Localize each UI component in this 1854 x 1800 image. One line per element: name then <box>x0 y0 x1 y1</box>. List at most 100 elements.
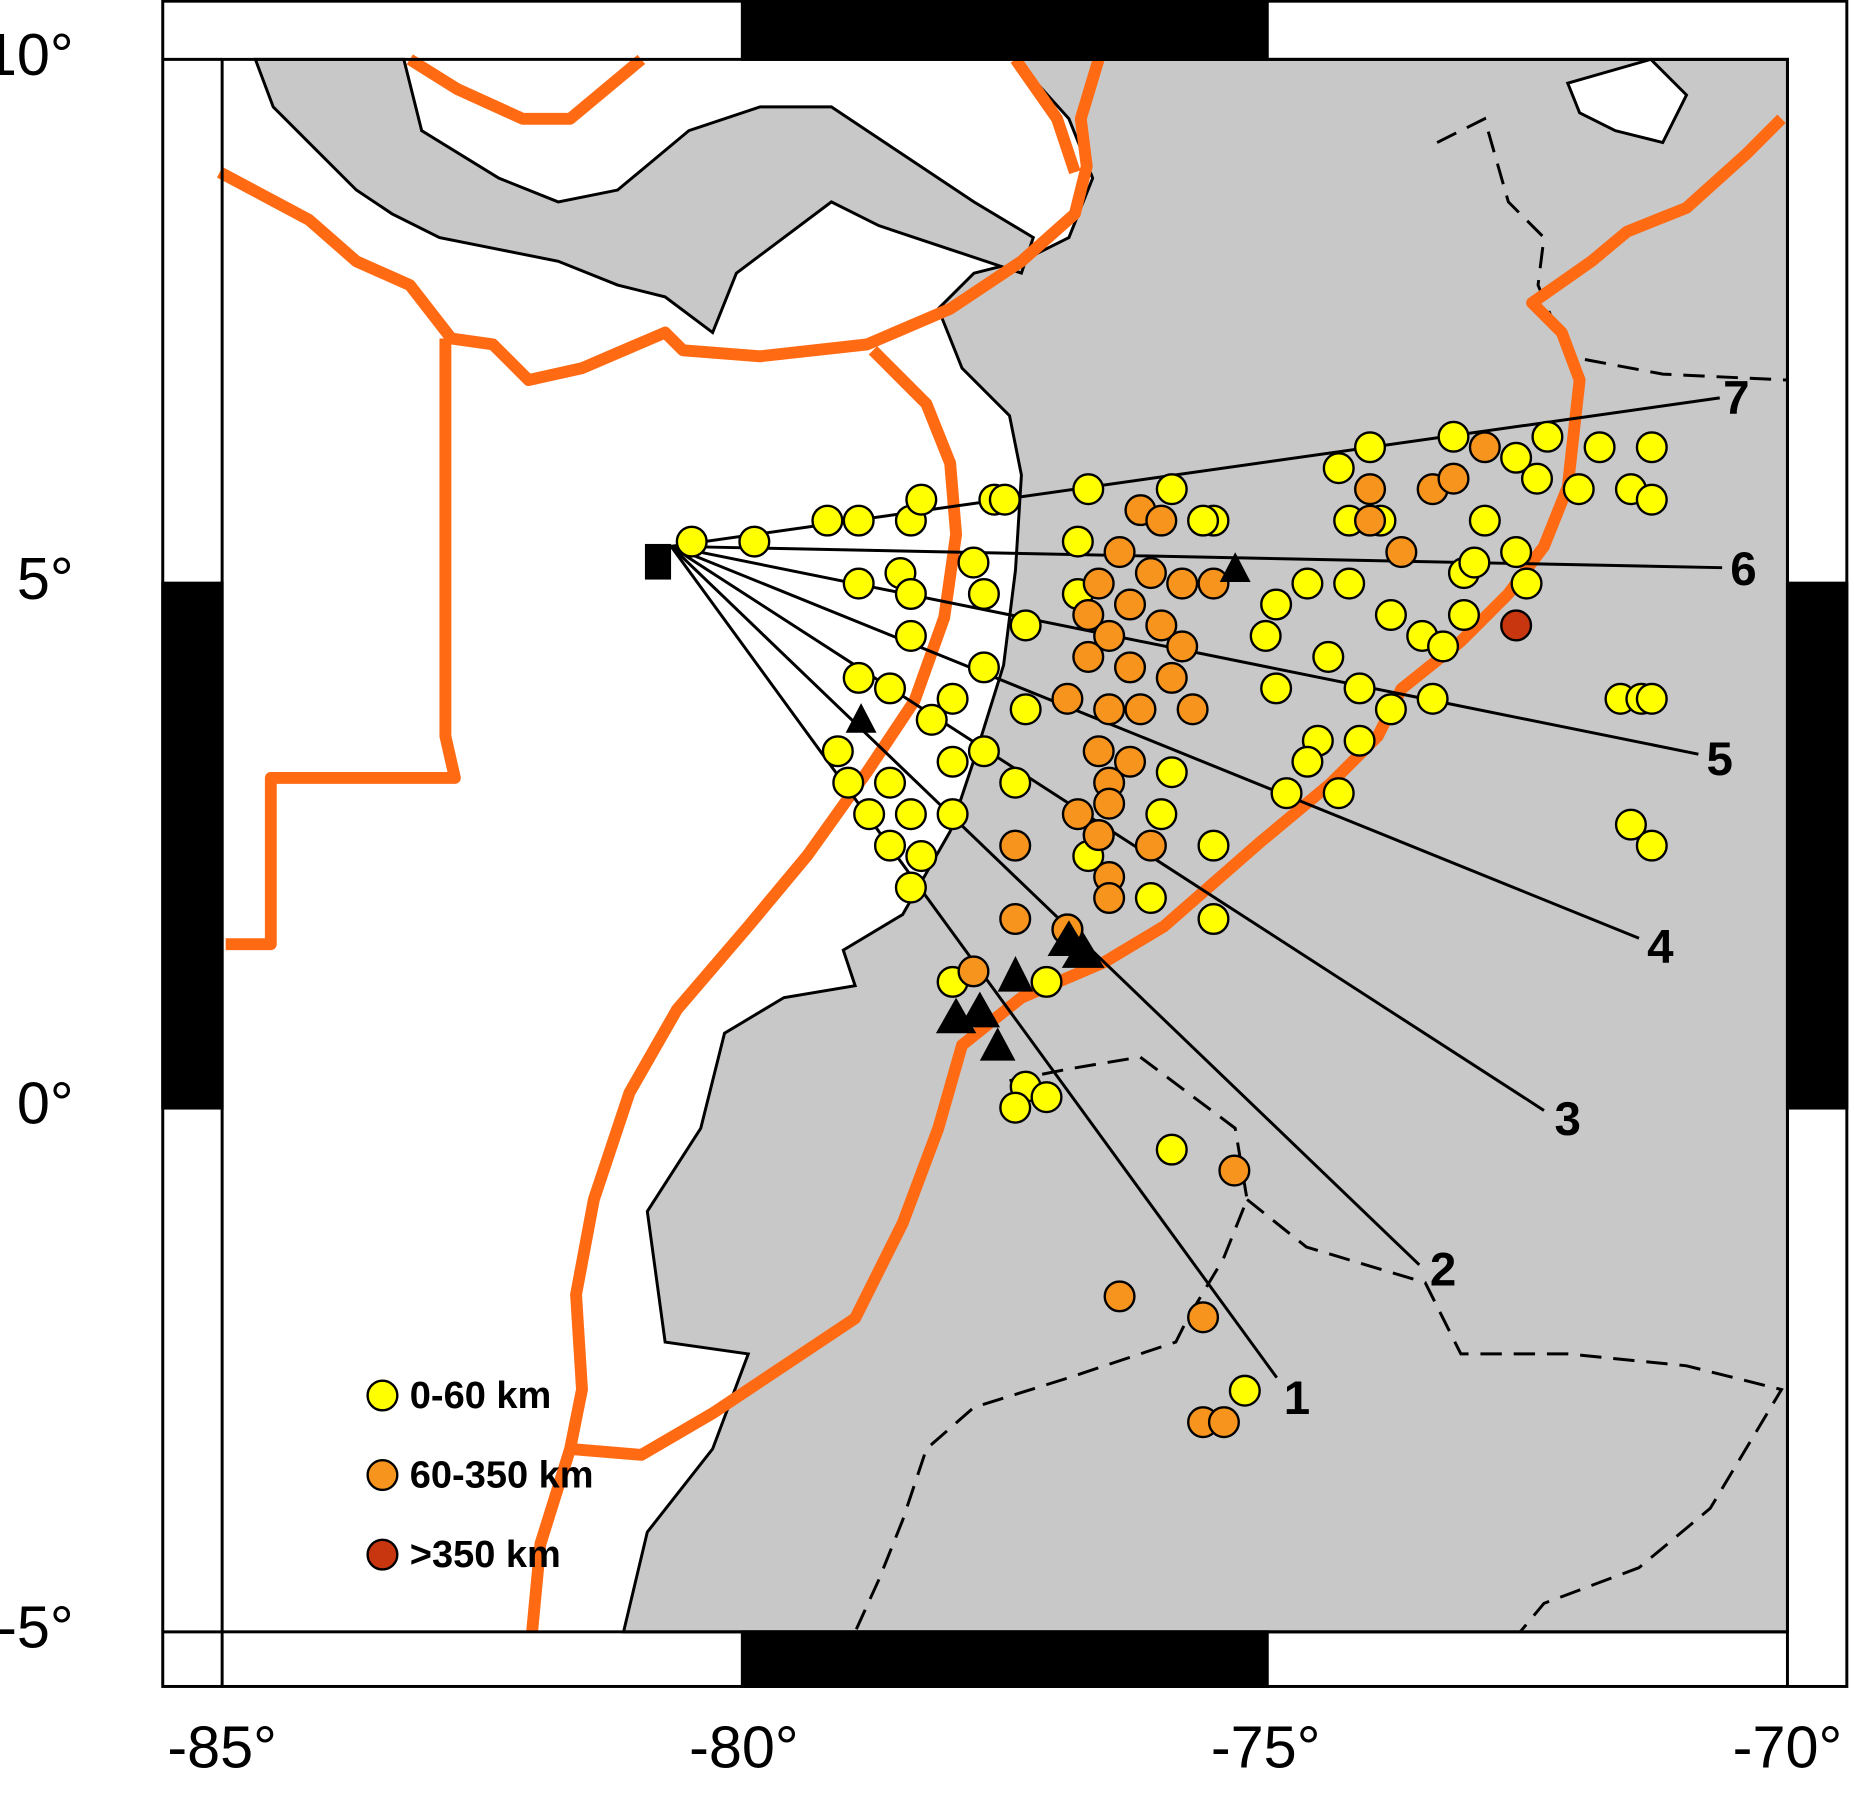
earthquake <box>915 703 948 736</box>
earthquake <box>894 577 927 611</box>
border <box>853 1055 1249 1633</box>
volcano <box>1061 932 1105 968</box>
earthquake <box>1166 630 1199 663</box>
earthquake <box>1510 567 1543 600</box>
volcano <box>959 991 1001 1028</box>
earthquake <box>1500 536 1533 569</box>
earthquake <box>1353 504 1387 537</box>
earthquake <box>1093 693 1126 726</box>
earthquake <box>967 651 1000 684</box>
earthquake <box>853 798 886 831</box>
earthquake <box>1197 902 1230 936</box>
earthquake <box>1061 525 1094 558</box>
earthquake <box>1030 965 1063 998</box>
earthquake <box>1124 693 1157 726</box>
earthquake <box>1187 504 1220 537</box>
earthquake <box>873 829 907 862</box>
legend-swatch <box>366 1538 399 1571</box>
earthquake <box>1614 808 1647 841</box>
earthquake <box>988 483 1021 516</box>
frame-bar <box>161 581 224 1110</box>
legend: 0-60 km 60-350 km >350 km <box>366 1375 594 1576</box>
earthquake <box>1468 431 1501 464</box>
earthquake <box>1468 504 1501 537</box>
earthquake <box>1113 651 1147 684</box>
earthquake <box>1374 598 1407 632</box>
earthquakes <box>675 420 1668 1439</box>
earthquake <box>1082 819 1115 852</box>
earthquake <box>1093 881 1126 915</box>
earthquake <box>873 766 907 799</box>
earthquake <box>1447 598 1480 632</box>
plate-boundary <box>569 114 1786 1461</box>
earthquake <box>1155 1133 1188 1166</box>
frame-bar <box>740 0 1269 61</box>
earthquake <box>1103 536 1136 569</box>
y-tick-label: 5° <box>17 545 74 612</box>
legend-swatch <box>366 1379 399 1412</box>
earthquake <box>1228 1374 1261 1407</box>
earthquake <box>1343 724 1376 757</box>
volcano <box>979 1027 1016 1061</box>
earthquake <box>1260 588 1293 621</box>
profile-line <box>670 545 1421 1266</box>
earthquake <box>1343 672 1376 705</box>
earthquake <box>1197 567 1230 600</box>
earthquake <box>1009 693 1042 726</box>
earthquake <box>1562 473 1595 506</box>
profile-label: 5 <box>1707 733 1733 786</box>
earthquake <box>1072 598 1105 632</box>
earthquake <box>821 735 854 768</box>
earthquake <box>957 955 990 988</box>
volcano <box>997 956 1034 992</box>
earthquake <box>842 661 875 694</box>
earthquake <box>1134 881 1167 915</box>
earthquake <box>1520 462 1554 495</box>
earthquake <box>957 546 990 579</box>
frame <box>161 0 1849 1688</box>
x-tick-label: -85° <box>167 1713 277 1780</box>
earthquake <box>1134 557 1167 590</box>
earthquake <box>1197 829 1230 862</box>
earthquake <box>1635 483 1668 516</box>
earthquake <box>999 902 1032 936</box>
earthquake <box>1427 630 1460 663</box>
earthquake <box>675 525 708 558</box>
y-tick-label: 10° <box>0 21 74 88</box>
earthquake <box>1134 829 1167 862</box>
earthquake <box>842 504 875 537</box>
trench <box>526 346 963 1633</box>
earthquake <box>1145 798 1178 831</box>
earthquake <box>811 504 844 537</box>
earthquake <box>1093 619 1126 652</box>
earthquake <box>1635 829 1668 862</box>
legend-label: 60-350 km <box>410 1454 594 1496</box>
plate-boundaries <box>216 54 1786 1633</box>
earthquake <box>1531 420 1564 453</box>
earthquake <box>1061 798 1094 831</box>
borders <box>853 116 1788 1633</box>
plate-boundary <box>1010 55 1081 175</box>
profile-label: 7 <box>1723 372 1749 425</box>
x-tick-label: -70° <box>1733 1713 1843 1780</box>
frame-bar <box>1785 581 1849 1110</box>
earthquake <box>1635 682 1668 715</box>
earthquake <box>1009 609 1042 642</box>
earthquake <box>1051 682 1084 715</box>
earthquake <box>1093 787 1126 820</box>
profile-label: 4 <box>1647 921 1674 974</box>
earthquake <box>894 798 927 831</box>
earthquake <box>873 672 907 705</box>
earthquake <box>936 745 969 778</box>
earthquake <box>1072 640 1105 673</box>
earthquake <box>1322 777 1355 810</box>
profile-line <box>670 544 1640 940</box>
earthquake <box>1260 672 1293 705</box>
legend-swatch <box>366 1459 399 1492</box>
y-tick-label: 0° <box>17 1069 74 1136</box>
earthquake <box>1291 567 1324 600</box>
earthquake <box>1500 609 1533 642</box>
earthquake <box>1218 1154 1251 1187</box>
